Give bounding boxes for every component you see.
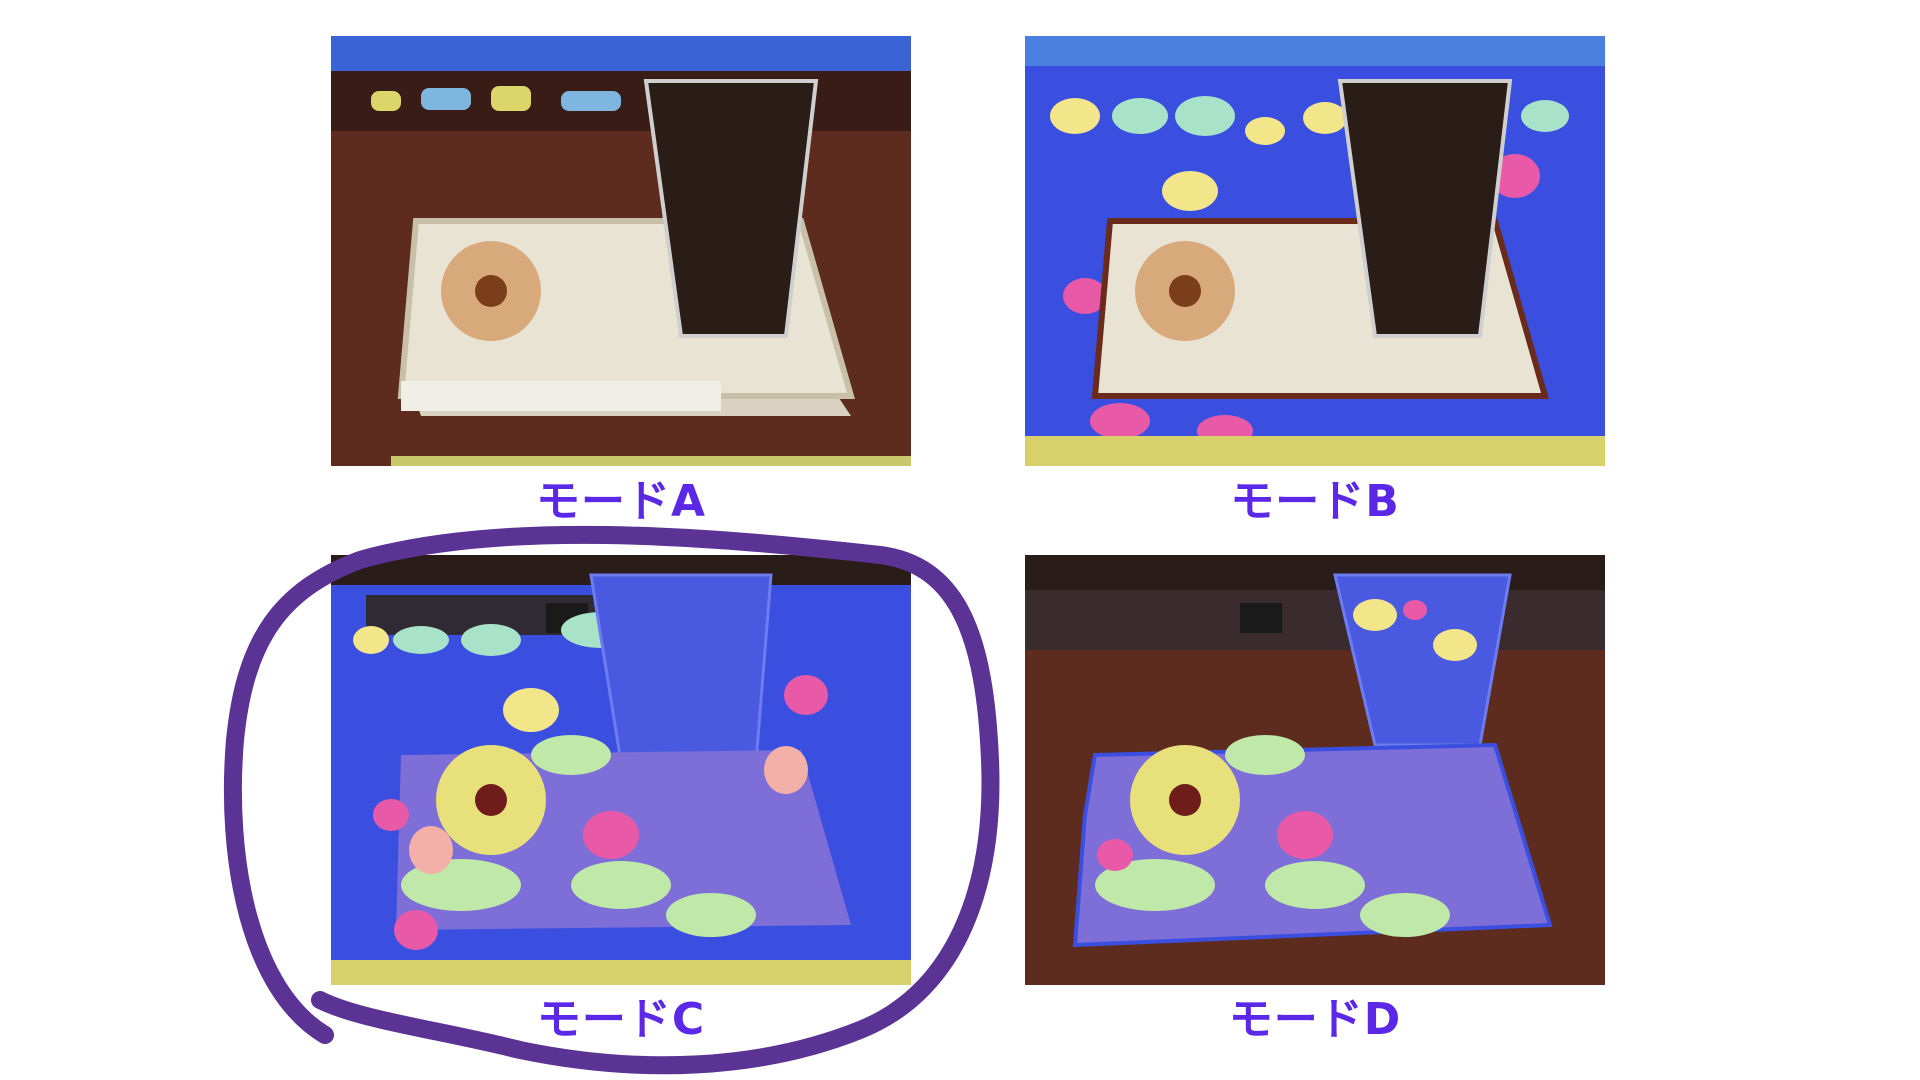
mode-a-label: モードA bbox=[535, 476, 707, 527]
mode-d-label: モードD bbox=[1228, 994, 1402, 1045]
photo-panel-mode-b bbox=[1025, 36, 1605, 466]
mode-b-label: モードB bbox=[1230, 476, 1400, 527]
photo-panel-mode-c bbox=[331, 555, 911, 985]
mode-c-label: モードC bbox=[536, 994, 706, 1045]
mode-a-image bbox=[331, 36, 911, 466]
mode-c-image bbox=[331, 555, 911, 985]
mode-d-image bbox=[1025, 555, 1605, 985]
photo-panel-mode-d bbox=[1025, 555, 1605, 985]
mode-b-image bbox=[1025, 36, 1605, 466]
photo-panel-mode-a bbox=[331, 36, 911, 466]
